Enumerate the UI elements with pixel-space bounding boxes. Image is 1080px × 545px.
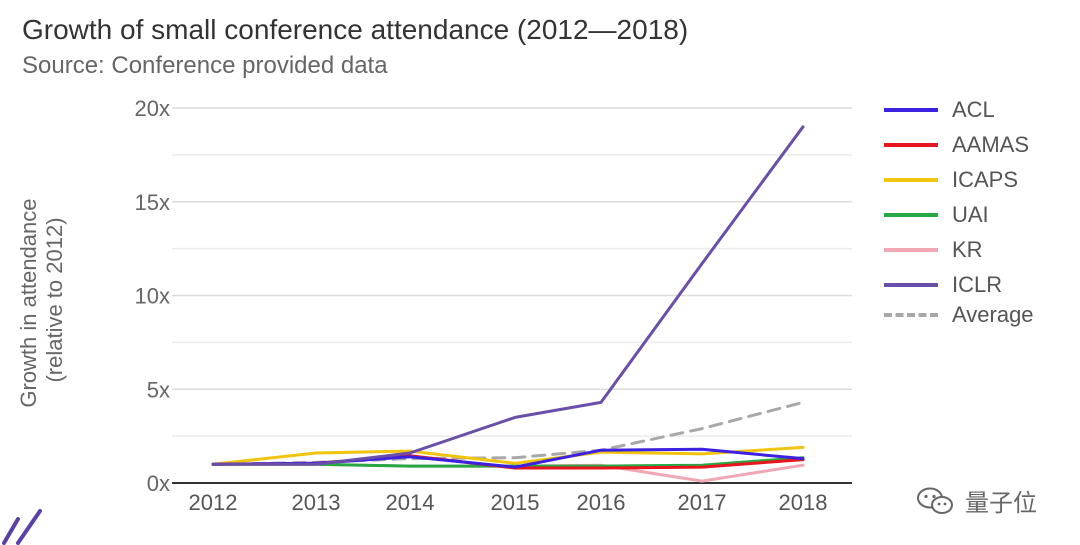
y-axis-label: Growth in attendance (relative to 2012) bbox=[16, 192, 67, 407]
legend-label-iclr: ICLR bbox=[952, 272, 1003, 297]
legend-label-uai: UAI bbox=[952, 202, 989, 227]
legend-item-icaps: ICAPS bbox=[884, 165, 1018, 195]
y-axis-label-line-2: (relative to 2012) bbox=[42, 217, 67, 382]
chart-title: Growth of small conference attendance (2… bbox=[22, 14, 689, 45]
watermark-text: 量子位 bbox=[965, 490, 1037, 517]
wechat-icon bbox=[917, 487, 953, 514]
legend-label-acl: ACL bbox=[952, 97, 995, 122]
gridlines bbox=[172, 107, 852, 484]
x-tick-label: 2018 bbox=[779, 490, 828, 515]
legend-swatch-uai bbox=[884, 213, 938, 217]
legend-swatch-iclr bbox=[884, 283, 938, 287]
x-tick-label: 2015 bbox=[491, 490, 540, 515]
legend-label-icaps: ICAPS bbox=[952, 167, 1019, 192]
x-tick-label: 2014 bbox=[386, 490, 435, 515]
chart-subtitle: Source: Conference provided data bbox=[22, 52, 388, 79]
x-tick-label: 2016 bbox=[577, 490, 626, 515]
legend-swatch-average bbox=[884, 313, 938, 317]
x-axis-ticks: 2012 2013 2014 2015 2016 2017 2018 bbox=[189, 490, 828, 515]
legend-swatch-aamas bbox=[884, 143, 938, 147]
series-line-icaps bbox=[211, 445, 805, 466]
y-tick-label: 20x bbox=[135, 96, 170, 121]
legend-label-aamas: AAMAS bbox=[952, 132, 1030, 157]
y-tick-label: 15x bbox=[135, 190, 170, 215]
y-tick-label: 5x bbox=[147, 377, 170, 402]
legend-item-kr: KR bbox=[884, 235, 983, 265]
series-lines bbox=[211, 125, 805, 483]
y-tick-label: 10x bbox=[135, 284, 170, 309]
legend-item-acl: ACL bbox=[884, 95, 995, 125]
y-axis-label-line-1: Growth in attendance bbox=[16, 198, 41, 407]
legend-item-uai: UAI bbox=[884, 200, 989, 230]
series-line-iclr bbox=[211, 125, 805, 466]
legend-item-aamas: AAMAS bbox=[884, 130, 1029, 160]
legend-item-iclr: ICLR bbox=[884, 270, 1002, 300]
watermark: 量子位 bbox=[915, 483, 1037, 518]
legend-label-average: Average bbox=[952, 302, 1034, 327]
legend-swatch-acl bbox=[884, 108, 938, 112]
y-axis-ticks: 0x 5x 10x 15x 20x bbox=[135, 96, 170, 496]
legend-item-average: Average bbox=[884, 300, 1034, 330]
x-tick-label: 2017 bbox=[678, 490, 727, 515]
legend-swatch-icaps bbox=[884, 178, 938, 182]
y-tick-label: 0x bbox=[147, 471, 170, 496]
x-tick-label: 2012 bbox=[189, 490, 238, 515]
scribble-mark bbox=[2, 509, 42, 545]
x-tick-label: 2013 bbox=[292, 490, 341, 515]
legend-swatch-kr bbox=[884, 248, 938, 252]
legend-label-kr: KR bbox=[952, 237, 983, 262]
